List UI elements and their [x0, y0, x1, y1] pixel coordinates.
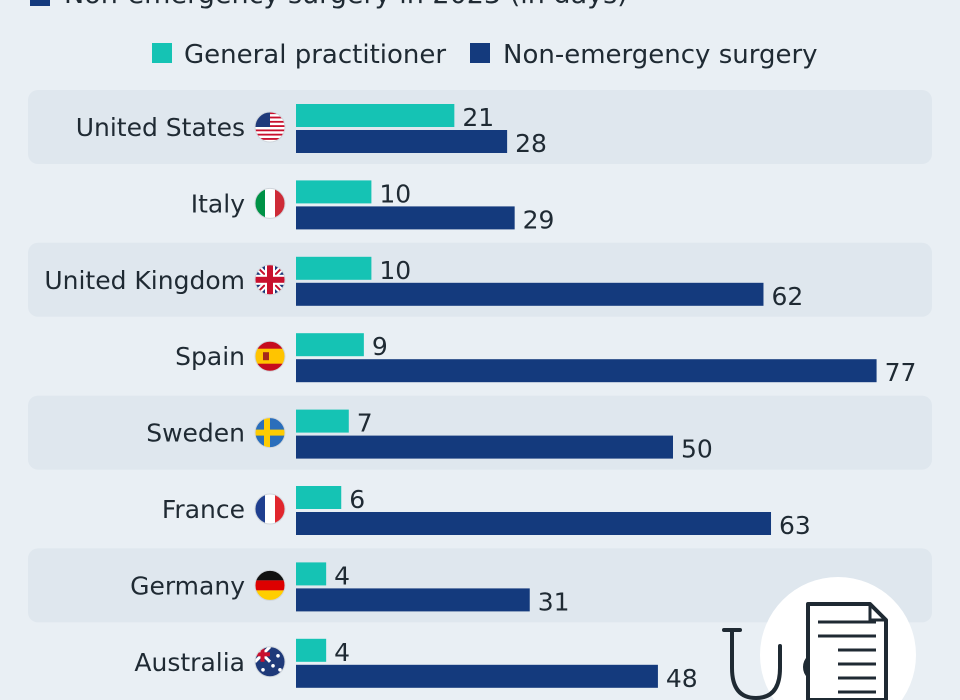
- value-label-surgery: 31: [538, 587, 570, 616]
- sweden-flag-icon: [254, 417, 286, 449]
- subtitle-legend-swatch: [30, 0, 50, 6]
- category-label: France: [162, 495, 245, 524]
- value-label-surgery: 28: [515, 129, 547, 158]
- row-spain: Spain 9 77: [175, 332, 916, 387]
- bar-gp: [296, 486, 342, 509]
- row-background: [28, 395, 932, 470]
- bar-surgery: [296, 206, 515, 230]
- value-label-surgery: 29: [523, 205, 555, 234]
- spain-flag-icon: [254, 340, 286, 372]
- uk-flag-icon: [254, 264, 286, 296]
- legend: General practitioner Non-emergency surger…: [152, 40, 818, 70]
- row-germany: Germany 4 31: [28, 548, 932, 623]
- row-us: United States 21 28: [28, 90, 932, 164]
- bar-gp: [296, 409, 349, 433]
- category-label: Spain: [175, 342, 245, 371]
- header: Non-emergency surgery in 2023 (in days): [30, 0, 628, 10]
- legend-label-0: General practitioner: [184, 40, 446, 70]
- bar-surgery: [296, 359, 877, 383]
- chart-rows: United States 21 28 Italy 10 29 United Kingdom…: [28, 90, 932, 693]
- france-flag-icon: [254, 493, 286, 525]
- row-france: France 6 63: [162, 485, 811, 540]
- value-label-gp: 10: [379, 179, 411, 208]
- bar-gp: [296, 256, 372, 280]
- row-background: [28, 90, 932, 164]
- row-uk: United Kingdom 10 62: [28, 242, 932, 317]
- value-label-surgery: 63: [779, 511, 811, 540]
- value-label-gp: 6: [349, 485, 365, 514]
- medical-report-icon: [806, 602, 888, 700]
- legend-label-1: Non-emergency surgery: [503, 40, 818, 70]
- bar-surgery: [296, 130, 508, 153]
- legend-swatch-1: [470, 43, 490, 63]
- value-label-surgery: 48: [666, 664, 698, 693]
- category-label: United Kingdom: [44, 266, 245, 295]
- row-australia: Australia 4 48: [134, 638, 697, 693]
- value-label-gp: 7: [357, 409, 373, 438]
- value-label-gp: 21: [462, 103, 494, 132]
- category-label: Germany: [130, 571, 245, 600]
- bar-surgery: [296, 435, 673, 459]
- value-label-gp: 10: [379, 256, 411, 285]
- bar-gp: [296, 180, 372, 204]
- category-label: Australia: [134, 648, 245, 677]
- category-label: United States: [76, 113, 245, 142]
- row-background: [28, 548, 932, 623]
- value-label-surgery: 62: [771, 282, 803, 311]
- germany-flag-icon: [254, 569, 286, 601]
- legend-swatch-0: [152, 43, 172, 63]
- row-sweden: Sweden 7 50: [28, 395, 932, 470]
- decoration: [722, 577, 916, 700]
- bar-surgery: [296, 512, 772, 535]
- bar-gp: [296, 333, 364, 357]
- italy-flag-icon: [254, 187, 286, 219]
- category-label: Sweden: [146, 419, 245, 448]
- value-label-surgery: 50: [681, 435, 713, 464]
- value-label-surgery: 77: [885, 358, 917, 387]
- subtitle-text: Non-emergency surgery in 2023 (in days): [64, 0, 628, 10]
- bar-gp: [296, 104, 455, 127]
- row-italy: Italy 10 29: [191, 179, 555, 234]
- bar-gp: [296, 562, 327, 586]
- value-label-gp: 4: [334, 638, 350, 667]
- bar-surgery: [296, 282, 764, 306]
- bar-gp: [296, 638, 327, 662]
- us-flag-icon: [254, 111, 286, 143]
- bar-surgery: [296, 664, 658, 688]
- value-label-gp: 4: [334, 561, 350, 590]
- value-label-gp: 9: [372, 332, 388, 361]
- category-label: Italy: [191, 189, 245, 218]
- australia-flag-icon: [254, 646, 286, 678]
- bar-surgery: [296, 588, 530, 612]
